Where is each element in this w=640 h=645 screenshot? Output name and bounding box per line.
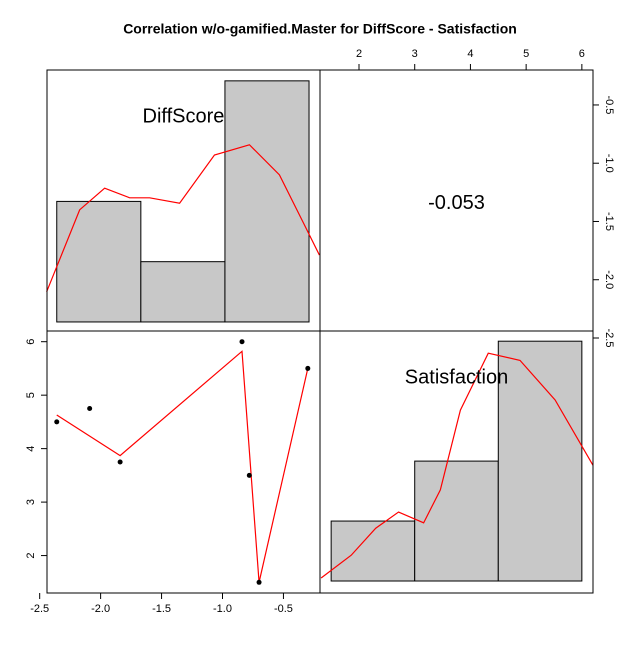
variable-label: DiffScore [143,105,225,127]
y-tick-label: 5 [25,392,37,398]
bar [414,460,499,582]
x-tick-label: 6 [579,48,585,60]
x-tick-label: -2.0 [91,603,110,615]
point [54,419,60,425]
x-tick-label: -2.5 [30,603,49,615]
y-tick-label: -0.5 [603,95,615,114]
density-curve [320,352,594,579]
panel-frame [46,330,321,594]
x-tick-label: 2 [356,48,362,60]
bar [224,80,310,323]
y-tick-label: 3 [25,499,37,505]
chart-title: Correlation w/o-gamified.Master for Diff… [123,21,517,37]
point [117,459,123,465]
x-tick-label: 5 [523,48,529,60]
y-tick-label: 2 [25,553,37,559]
x-tick-label: -1.0 [213,603,232,615]
correlation-value: -0.053 [428,192,485,214]
point [87,406,93,412]
panel-frame [319,330,594,594]
point [246,472,252,478]
bar [330,520,416,582]
y-tick-label: -1.0 [603,154,615,173]
variable-label: Satisfaction [405,366,508,388]
loess-line [56,350,309,583]
bar [140,261,226,323]
bar [497,340,583,582]
y-tick-label: -1.5 [603,212,615,231]
x-tick-label: -1.5 [152,603,171,615]
y-tick-label: -2.0 [603,270,615,289]
density-curve [46,144,320,293]
point [256,579,262,585]
point [239,339,245,345]
x-tick-label: 3 [412,48,418,60]
point [305,365,311,371]
y-tick-label: -2.5 [603,329,615,348]
x-tick-label: 4 [467,48,473,60]
y-tick-label: 4 [25,446,37,452]
y-tick-label: 6 [25,339,37,345]
bar [56,200,142,323]
x-tick-label: -0.5 [274,603,293,615]
